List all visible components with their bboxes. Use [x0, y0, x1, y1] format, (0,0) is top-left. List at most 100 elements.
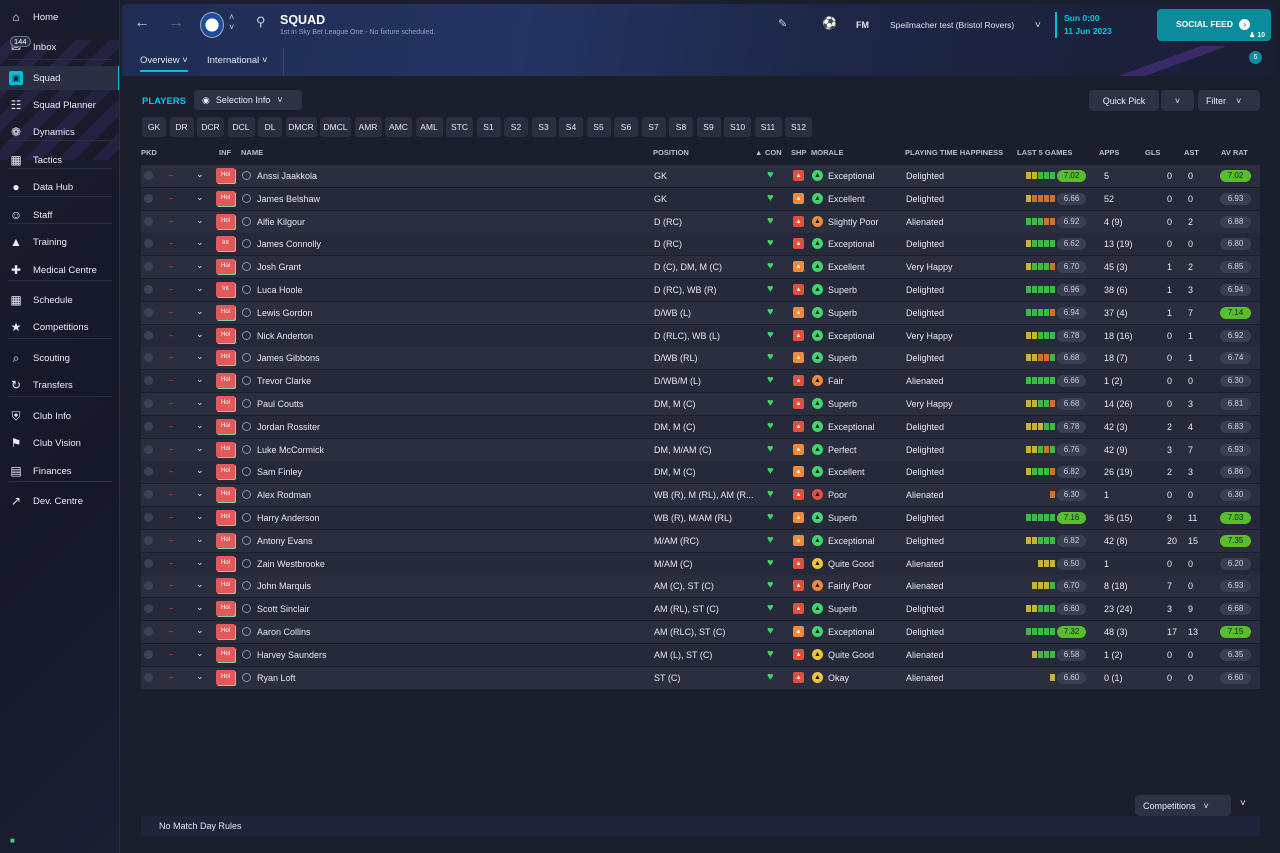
position-filter-stc[interactable]: STC — [446, 117, 473, 137]
player-name[interactable]: Lewis Gordon — [257, 307, 313, 318]
col-con[interactable]: CON — [765, 148, 782, 157]
table-row[interactable]: – ⌄ Hol Scott Sinclair AM (RL), ST (C) ♥ ▴ ▲ Sup… — [141, 598, 1260, 621]
player-name[interactable]: Alex Rodman — [257, 490, 312, 501]
position-filter-s5[interactable]: S5 — [586, 117, 611, 137]
sidebar-item-transfers[interactable]: ↻ Transfers — [0, 373, 119, 397]
position-filter-dl[interactable]: DL — [258, 117, 282, 137]
pick-checkbox[interactable] — [144, 467, 153, 477]
table-row[interactable]: – ⌄ Hol Harvey Saunders AM (L), ST (C) ♥ ▴ ▲ Qui… — [141, 643, 1260, 666]
col-morale[interactable]: MORALE — [811, 148, 844, 157]
position-filter-s6[interactable]: S6 — [614, 117, 638, 137]
player-name[interactable]: Zain Westbrooke — [257, 558, 325, 569]
chevron-up-icon[interactable]: ˄ — [229, 12, 235, 22]
chevron-down-icon[interactable]: ⌄ — [196, 260, 204, 271]
chevron-down-icon[interactable]: ⌄ — [196, 442, 204, 453]
pick-checkbox[interactable] — [144, 307, 153, 317]
col-av-rat[interactable]: AV RAT — [1221, 148, 1248, 157]
col-inf[interactable]: INF — [219, 148, 232, 157]
chevron-down-icon[interactable]: ⌄ — [196, 511, 204, 521]
search-icon[interactable]: ⚲ — [256, 14, 266, 29]
pick-checkbox[interactable] — [144, 672, 153, 682]
table-row[interactable]: – ⌄ Hol Aaron Collins AM (RLC), ST (C) ♥ ▴ ▲ Exc… — [141, 621, 1260, 643]
sidebar-item-inbox[interactable]: ✉ Inbox — [0, 35, 119, 59]
table-row[interactable]: – ⌄ Hol Alex Rodman WB (R), M (RL), AM (R...… — [141, 484, 1260, 507]
chevron-down-icon[interactable]: ⌄ — [196, 169, 204, 179]
position-filter-aml[interactable]: AML — [415, 117, 443, 137]
pick-checkbox[interactable] — [144, 581, 153, 591]
chevron-down-icon[interactable]: ⌄ — [196, 374, 204, 385]
col-position[interactable]: POSITION — [653, 148, 689, 157]
sidebar-item-club-vision[interactable]: ⚑ Club Vision — [0, 431, 119, 455]
selection-info-dropdown[interactable]: ◉ Selection Info ˅ — [194, 90, 302, 110]
table-row[interactable]: – ⌄ Hol Jordan Rossiter DM, M (C) ♥ ▴ ▲ Exceptio… — [141, 415, 1260, 438]
pick-checkbox[interactable] — [144, 216, 153, 226]
filter-dropdown[interactable]: Filter ˅ — [1198, 90, 1260, 111]
table-row[interactable]: – ⌄ Int Luca Hoole D (RC), WB (R) ♥ ▴ ▲ Superb De… — [141, 279, 1260, 301]
col-gls[interactable]: GLS — [1145, 148, 1161, 157]
club-crest[interactable] — [200, 12, 224, 38]
chevron-down-icon[interactable]: ⌄ — [196, 214, 204, 225]
chevron-down-icon[interactable]: ⌄ — [196, 647, 204, 658]
col-ast[interactable]: AST — [1184, 148, 1199, 157]
player-name[interactable]: Anssi Jaakkola — [257, 171, 318, 181]
player-name[interactable]: James Connolly — [257, 239, 322, 250]
sidebar-item-medical-centre[interactable]: ✚ Medical Centre — [0, 258, 119, 282]
sidebar-item-scouting[interactable]: ⌕ Scouting — [0, 346, 119, 370]
pick-checkbox[interactable] — [144, 604, 153, 614]
quick-pick-button[interactable]: Quick Pick — [1089, 90, 1159, 111]
chevron-down-icon[interactable]: ⌄ — [196, 625, 204, 635]
player-name[interactable]: Josh Grant — [257, 262, 302, 273]
table-row[interactable]: – ⌄ Hol James Belshaw GK ♥ ▴ ▲ Excellent Delighte… — [141, 187, 1260, 210]
sidebar-item-home[interactable]: ⌂ Home — [0, 5, 119, 29]
table-row[interactable]: – ⌄ Hol Antony Evans M/AM (RC) ♥ ▴ ▲ Exceptional… — [141, 529, 1260, 552]
position-filter-dmcr[interactable]: DMCR — [285, 117, 317, 137]
position-filter-s12[interactable]: S12 — [785, 117, 812, 137]
position-filter-amr[interactable]: AMR — [354, 117, 382, 137]
chevron-down-icon[interactable]: ⌄ — [196, 579, 204, 590]
col-playing-time[interactable]: PLAYING TIME HAPPINESS — [905, 148, 1004, 157]
position-filter-dcl[interactable]: DCL — [227, 117, 255, 137]
col-apps[interactable]: APPS — [1099, 148, 1120, 157]
player-name[interactable]: James Belshaw — [257, 193, 321, 204]
position-filter-s10[interactable]: S10 — [724, 117, 751, 137]
table-row[interactable]: – ⌄ Hol John Marquis AM (C), ST (C) ♥ ▴ ▲ Fairly… — [141, 575, 1260, 598]
position-filter-dmcl[interactable]: DMCL — [320, 117, 351, 137]
pencil-icon[interactable]: ✎ — [778, 18, 788, 30]
col-shp[interactable]: SHP — [791, 148, 807, 157]
tab-overview[interactable]: Overview ˅ — [140, 55, 188, 72]
chevron-down-icon[interactable]: ⌄ — [196, 283, 204, 293]
position-filter-s7[interactable]: S7 — [641, 117, 666, 137]
col-name[interactable]: NAME — [241, 148, 264, 157]
player-name[interactable]: James Gibbons — [257, 353, 320, 364]
sidebar-item-dev-centre[interactable]: ↗ Dev. Centre — [0, 489, 119, 513]
table-row[interactable]: – ⌄ Hol Lewis Gordon D/WB (L) ♥ ▴ ▲ Superb Deligh… — [141, 301, 1260, 324]
pick-checkbox[interactable] — [144, 535, 153, 545]
notification-badge[interactable]: 6 — [1249, 51, 1262, 64]
table-row[interactable]: – ⌄ Hol Trevor Clarke D/WB/M (L) ♥ ▴ ▲ Fair Alien… — [141, 370, 1260, 393]
player-name[interactable]: Jordan Rossiter — [257, 421, 321, 432]
player-name[interactable]: Luke McCormick — [257, 444, 325, 455]
chevron-down-icon[interactable]: ⌄ — [196, 419, 204, 430]
chevron-down-icon[interactable]: ⌄ — [196, 465, 204, 476]
competitions-dropdown[interactable]: Competitions ˅ — [1135, 795, 1231, 816]
chevron-down-icon[interactable]: ⌄ — [196, 305, 204, 316]
position-filter-s4[interactable]: S4 — [559, 117, 583, 137]
ball-icon[interactable]: ⚽ — [822, 16, 837, 30]
tab-international[interactable]: International ˅ — [207, 55, 268, 66]
pick-checkbox[interactable] — [144, 490, 153, 500]
chevron-down-icon[interactable]: ˅ — [1240, 798, 1246, 809]
position-filter-s9[interactable]: S9 — [696, 117, 721, 137]
player-name[interactable]: Alfie Kilgour — [257, 216, 306, 227]
pick-checkbox[interactable] — [144, 239, 153, 249]
player-name[interactable]: Nick Anderton — [257, 330, 314, 341]
sidebar-item-finances[interactable]: ▤ Finances — [0, 459, 119, 483]
sidebar-item-club-info[interactable]: ⛨ Club Info — [0, 404, 119, 428]
chevron-down-icon[interactable]: ˅ — [1035, 20, 1041, 31]
fm-logo[interactable]: FM — [856, 20, 869, 30]
table-row[interactable]: – ⌄ Int James Connolly D (RC) ♥ ▴ ▲ Exceptional D… — [141, 233, 1260, 256]
player-name[interactable]: Scott Sinclair — [257, 604, 310, 615]
player-name[interactable]: Aaron Collins — [257, 627, 311, 637]
table-row[interactable]: – ⌄ Hol Alfie Kilgour D (RC) ♥ ▴ ▲ Slightly Poor… — [141, 210, 1260, 233]
position-filter-gk[interactable]: GK — [142, 117, 166, 137]
sidebar-item-competitions[interactable]: ★ Competitions — [0, 315, 119, 339]
